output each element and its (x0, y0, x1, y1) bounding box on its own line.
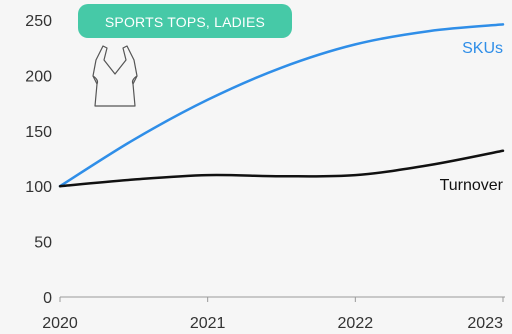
series-lines (58, 23, 505, 188)
chart-title: SPORTS TOPS, LADIES (105, 14, 265, 30)
x-tick-label: 2023 (467, 315, 503, 332)
x-tick-label: 2021 (190, 315, 226, 332)
x-tick-label: 2022 (338, 315, 374, 332)
title-badge (78, 4, 292, 38)
y-tick-label: 50 (34, 235, 52, 252)
tank-top-icon (92, 45, 138, 107)
y-tick-label: 100 (25, 179, 52, 196)
y-axis-ticks: 0 50 100 150 200 250 (25, 13, 52, 307)
y-tick-label: 250 (25, 13, 52, 30)
series-line-skus (58, 23, 505, 188)
series-label-turnover: Turnover (440, 177, 504, 194)
y-tick-label: 200 (25, 68, 52, 85)
x-tick-label: 2020 (42, 315, 78, 332)
y-tick-label: 150 (25, 124, 52, 141)
x-axis-ticks: 2020 2021 2022 2023 (42, 297, 504, 332)
y-tick-label: 0 (43, 290, 52, 307)
series-line-turnover (58, 149, 505, 188)
series-label-skus: SKUs (462, 40, 503, 57)
